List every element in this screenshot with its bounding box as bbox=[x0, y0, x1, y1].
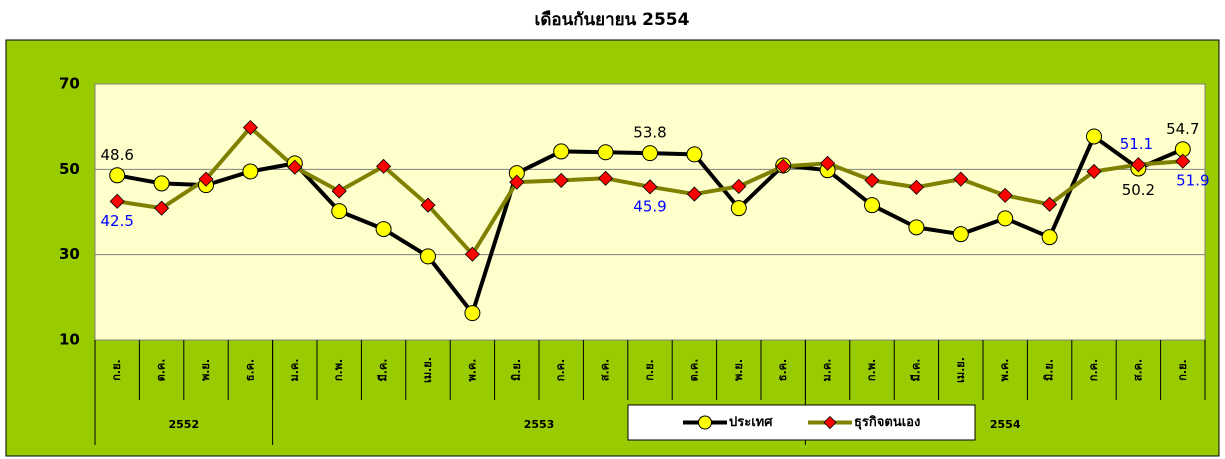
data-label: 54.7 bbox=[1166, 120, 1199, 138]
x-tick-label: ก.ย. bbox=[1176, 359, 1189, 380]
data-label: 51.1 bbox=[1120, 135, 1153, 153]
point-marker bbox=[686, 146, 703, 163]
point-marker bbox=[154, 200, 170, 216]
x-tick-label: พ.ย. bbox=[199, 359, 212, 381]
legend-label: ประเทศ bbox=[729, 415, 773, 430]
data-label: 53.8 bbox=[633, 124, 666, 142]
point-marker bbox=[1175, 153, 1191, 169]
point-marker bbox=[376, 158, 392, 174]
x-tick-label: พ.ค. bbox=[465, 359, 478, 382]
group-label: 2552 bbox=[168, 418, 199, 431]
point-marker bbox=[820, 155, 836, 171]
y-tick-label: 70 bbox=[59, 75, 80, 93]
point-marker bbox=[420, 197, 436, 213]
point-marker bbox=[464, 305, 481, 322]
x-tick-label: ส.ค. bbox=[599, 359, 612, 381]
x-tick-label: ต.ค. bbox=[687, 359, 700, 382]
point-marker bbox=[864, 172, 880, 188]
point-marker bbox=[642, 179, 658, 195]
point-marker bbox=[509, 174, 525, 190]
point-marker bbox=[730, 200, 747, 217]
point-marker bbox=[1041, 229, 1058, 246]
x-tick-label: ม.ค. bbox=[288, 359, 301, 382]
plot-area bbox=[94, 83, 1206, 341]
x-tick-label: ม.ค. bbox=[821, 359, 834, 382]
x-tick-label: ก.ย. bbox=[643, 359, 656, 380]
point-marker bbox=[597, 144, 614, 161]
x-tick-label: พ.ค. bbox=[998, 359, 1011, 382]
x-tick-label: มี.ค. bbox=[377, 359, 390, 382]
point-marker bbox=[775, 158, 791, 174]
point-marker bbox=[642, 145, 658, 162]
point-marker bbox=[553, 172, 569, 188]
point-marker bbox=[952, 226, 969, 243]
point-marker bbox=[331, 183, 347, 199]
point-marker bbox=[997, 187, 1013, 203]
x-tick-label: เม.ย. bbox=[954, 357, 967, 383]
point-marker bbox=[109, 167, 126, 184]
data-label: 42.5 bbox=[100, 212, 133, 230]
point-marker bbox=[1086, 128, 1102, 145]
x-tick-label: ธ.ค. bbox=[776, 359, 789, 381]
point-marker bbox=[731, 178, 747, 194]
point-marker bbox=[464, 246, 480, 262]
x-tick-label: ธ.ค. bbox=[243, 359, 256, 381]
data-label: 50.2 bbox=[1122, 181, 1155, 199]
point-marker bbox=[908, 219, 925, 236]
point-marker bbox=[198, 171, 214, 187]
data-label: 48.6 bbox=[100, 146, 133, 164]
point-marker bbox=[420, 248, 436, 265]
point-marker bbox=[686, 186, 702, 202]
point-marker bbox=[997, 210, 1014, 227]
x-tick-label: ก.ย. bbox=[110, 359, 123, 380]
legend-box bbox=[627, 404, 976, 441]
point-marker bbox=[864, 197, 880, 214]
x-tick-label: มี.ค. bbox=[909, 359, 922, 382]
point-marker bbox=[375, 221, 392, 238]
point-marker bbox=[153, 175, 170, 192]
point-marker bbox=[242, 119, 258, 136]
point-marker bbox=[1042, 196, 1058, 212]
group-label: 2554 bbox=[990, 418, 1021, 431]
x-tick-label: ก.ค. bbox=[554, 359, 567, 381]
point-marker bbox=[109, 193, 125, 209]
x-tick-label: พ.ย. bbox=[732, 359, 745, 381]
x-tick-label: ก.ค. bbox=[1087, 359, 1100, 381]
data-label: 51.9 bbox=[1176, 172, 1209, 190]
group-label: 2553 bbox=[524, 418, 555, 431]
point-marker bbox=[331, 203, 348, 220]
x-tick-label: ส.ค. bbox=[1131, 359, 1144, 381]
point-marker bbox=[953, 171, 969, 187]
legend-marker bbox=[823, 415, 837, 430]
y-tick-label: 50 bbox=[59, 160, 80, 178]
point-marker bbox=[908, 179, 924, 195]
chart-title: เดือนกันยายน 2554 bbox=[535, 9, 690, 30]
point-marker bbox=[242, 163, 259, 180]
x-tick-label: ก.พ. bbox=[332, 359, 345, 381]
point-marker bbox=[553, 143, 570, 160]
data-label: 45.9 bbox=[633, 197, 666, 215]
y-tick-label: 30 bbox=[59, 245, 80, 263]
point-marker bbox=[287, 159, 303, 175]
legend-label: ธุรกิจตนเอง bbox=[854, 415, 920, 430]
y-tick-label: 10 bbox=[59, 331, 80, 349]
point-marker bbox=[1086, 163, 1102, 180]
point-marker bbox=[598, 170, 614, 186]
x-tick-label: เม.ย. bbox=[421, 357, 434, 383]
x-tick-label: ก.พ. bbox=[865, 359, 878, 381]
point-marker bbox=[1130, 157, 1146, 173]
x-tick-label: มิ.ย. bbox=[510, 359, 523, 381]
x-tick-label: มิ.ย. bbox=[1043, 359, 1056, 381]
legend-marker bbox=[698, 415, 712, 430]
x-tick-label: ต.ค. bbox=[155, 359, 168, 382]
